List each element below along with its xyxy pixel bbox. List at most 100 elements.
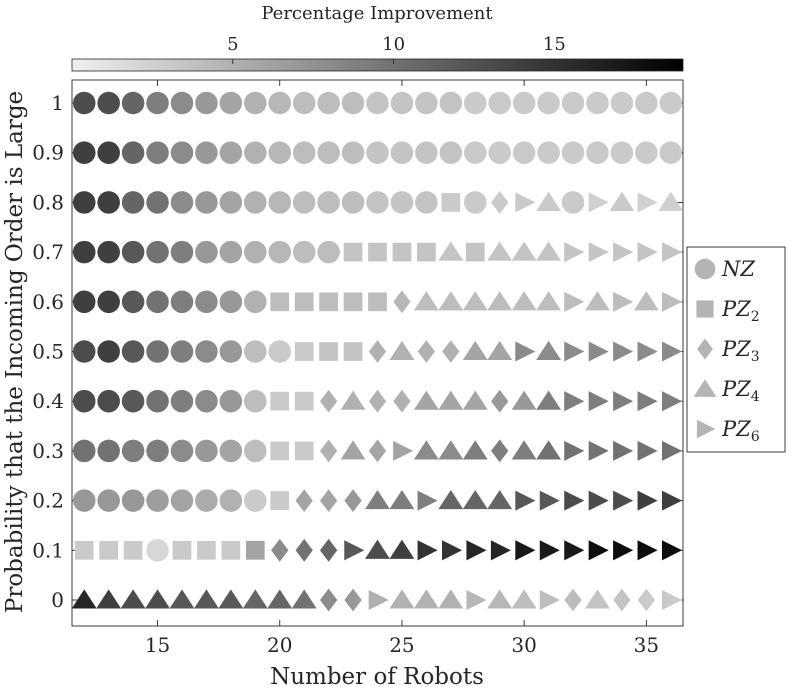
marker-nz bbox=[463, 191, 487, 214]
marker-pz3 bbox=[319, 538, 338, 562]
marker-pz4 bbox=[438, 589, 464, 609]
marker-pz2 bbox=[221, 540, 241, 560]
marker-nz bbox=[390, 191, 414, 214]
marker-pz3 bbox=[319, 489, 338, 512]
marker-pz6 bbox=[515, 192, 536, 213]
marker-pz3 bbox=[613, 588, 631, 612]
marker-nz bbox=[195, 439, 218, 463]
marker-pz3 bbox=[368, 439, 387, 463]
marker-nz bbox=[292, 191, 316, 214]
marker-pz4 bbox=[658, 191, 684, 211]
x-tick-label: 30 bbox=[511, 633, 536, 657]
x-axis: 15 20 25 30 35 bbox=[145, 80, 659, 657]
marker-nz bbox=[244, 141, 267, 164]
marker-pz3 bbox=[319, 588, 338, 612]
marker-pz6 bbox=[661, 391, 683, 412]
colorbar-tick-label: 5 bbox=[227, 34, 238, 55]
marker-pz2 bbox=[343, 292, 363, 312]
marker-nz bbox=[170, 191, 194, 214]
marker-nz bbox=[72, 439, 96, 463]
marker-pz4 bbox=[267, 589, 293, 609]
marker-pz6 bbox=[417, 490, 438, 511]
marker-nz bbox=[244, 290, 267, 314]
marker-pz6 bbox=[564, 341, 585, 362]
marker-nz bbox=[121, 191, 145, 214]
marker-nz bbox=[146, 489, 169, 512]
colorbar: Percentage Improvement 5 10 15 bbox=[71, 3, 684, 72]
marker-pz6 bbox=[661, 440, 683, 461]
marker-nz bbox=[121, 141, 145, 164]
marker-pz4 bbox=[536, 340, 562, 361]
marker-pz6 bbox=[588, 391, 609, 412]
legend-marker-square bbox=[696, 300, 714, 318]
marker-pz4 bbox=[365, 489, 390, 510]
marker-pz6 bbox=[613, 391, 634, 412]
marker-nz bbox=[390, 91, 414, 115]
marker-nz bbox=[195, 290, 218, 314]
marker-nz bbox=[97, 191, 120, 214]
x-tick-label: 25 bbox=[389, 633, 414, 657]
marker-pz4 bbox=[438, 440, 464, 460]
marker-nz bbox=[268, 141, 292, 164]
marker-pz4 bbox=[389, 489, 415, 510]
marker-nz bbox=[195, 91, 218, 115]
marker-nz bbox=[463, 91, 487, 115]
marker-nz bbox=[561, 91, 585, 115]
marker-pz4 bbox=[462, 340, 488, 361]
marker-pz6 bbox=[515, 341, 536, 362]
marker-pz6 bbox=[661, 589, 683, 611]
marker-nz bbox=[439, 141, 463, 164]
marker-nz bbox=[121, 340, 145, 363]
marker-pz4 bbox=[438, 489, 464, 510]
marker-nz bbox=[195, 191, 218, 214]
marker-pz6 bbox=[661, 540, 683, 561]
colorbar-tick-label: 15 bbox=[543, 34, 566, 55]
marker-pz6 bbox=[344, 540, 365, 561]
marker-pz6 bbox=[661, 291, 683, 312]
marker-nz bbox=[195, 340, 218, 363]
marker-nz bbox=[170, 489, 194, 512]
marker-pz6 bbox=[515, 490, 536, 511]
marker-nz bbox=[415, 91, 438, 115]
marker-pz3 bbox=[491, 191, 509, 214]
marker-nz bbox=[170, 91, 194, 115]
marker-nz bbox=[219, 439, 243, 463]
marker-pz4 bbox=[462, 440, 488, 460]
y-tick-label: 1 bbox=[51, 91, 64, 115]
marker-nz bbox=[366, 141, 389, 164]
y-tick-label: 0.5 bbox=[32, 340, 64, 364]
marker-pz4 bbox=[487, 489, 513, 510]
marker-nz bbox=[219, 191, 243, 214]
marker-pz2 bbox=[368, 242, 387, 262]
marker-nz bbox=[97, 91, 120, 115]
marker-nz bbox=[146, 91, 169, 115]
marker-pz6 bbox=[564, 540, 585, 561]
marker-pz2 bbox=[294, 391, 314, 411]
plot-markers bbox=[71, 91, 684, 612]
marker-nz bbox=[195, 489, 218, 512]
marker-pz3 bbox=[319, 439, 338, 463]
marker-pz4 bbox=[413, 589, 439, 609]
legend-label: PZ4 bbox=[721, 377, 760, 405]
axes-box bbox=[71, 79, 684, 627]
marker-pz4 bbox=[438, 390, 464, 410]
marker-nz bbox=[146, 141, 169, 164]
marker-nz bbox=[561, 141, 585, 164]
marker-pz4 bbox=[169, 589, 195, 609]
marker-nz bbox=[170, 290, 194, 314]
marker-nz bbox=[292, 240, 316, 264]
legend: NZ PZ2 PZ3 PZ4 PZ6 bbox=[686, 246, 786, 453]
marker-nz bbox=[97, 489, 120, 512]
marker-nz bbox=[244, 340, 267, 363]
marker-pz2 bbox=[319, 292, 338, 312]
marker-nz bbox=[97, 141, 120, 164]
marker-pz4 bbox=[120, 589, 146, 609]
marker-nz bbox=[341, 91, 365, 115]
marker-pz4 bbox=[340, 390, 366, 410]
marker-pz6 bbox=[613, 341, 634, 362]
marker-nz bbox=[170, 389, 194, 413]
marker-nz bbox=[72, 141, 96, 164]
marker-pz3 bbox=[491, 389, 509, 413]
marker-pz6 bbox=[368, 589, 389, 611]
marker-pz4 bbox=[413, 291, 439, 311]
